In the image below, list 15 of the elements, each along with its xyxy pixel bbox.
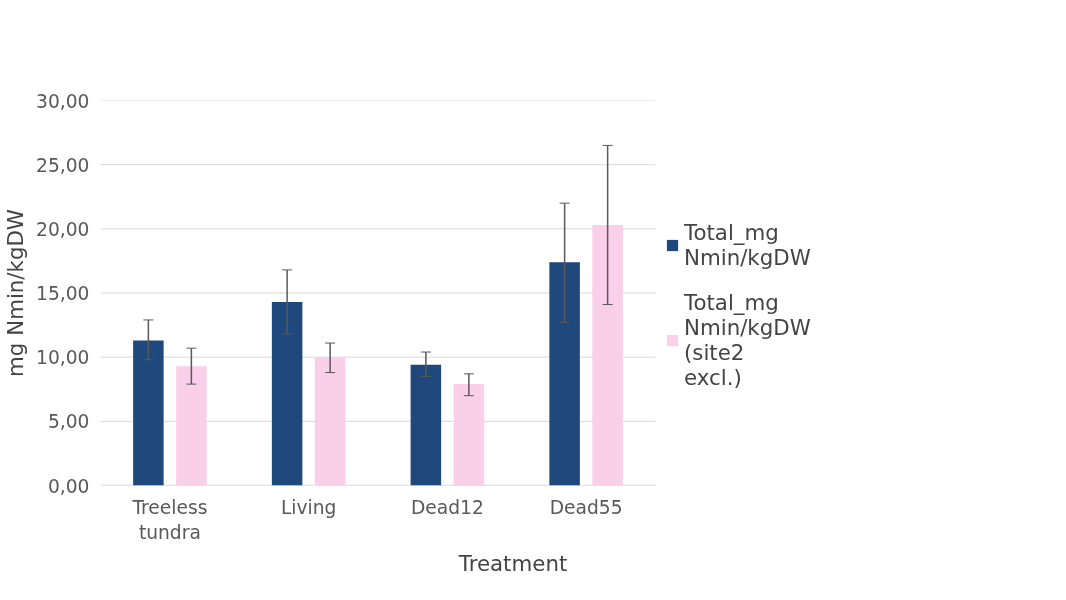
x-tick-label: Dead55 — [549, 496, 623, 518]
y-tick-label: 5,00 — [47, 411, 90, 433]
y-tick-label: 20,00 — [36, 218, 90, 240]
y-tick-label: 15,00 — [36, 283, 90, 304]
x-axis-title: Treatment — [457, 550, 568, 576]
x-tick-label: Dead12 — [410, 496, 484, 518]
x-tick-label: Living — [280, 496, 337, 518]
legend-label: Total_mg Nmin/kgDW (site2 excl.) — [684, 290, 811, 390]
y-tick-label: 10,00 — [36, 347, 90, 369]
x-tick-label: Treeless tundra — [131, 496, 208, 543]
y-tick-label: 0,00 — [47, 475, 90, 497]
y-tick-label: 25,00 — [36, 154, 90, 176]
y-tick-label: 30,00 — [36, 90, 90, 112]
legend-label: Total_mg Nmin/kgDW — [684, 220, 811, 270]
y-axis-title: mg Nmin/kgDW — [3, 209, 29, 377]
